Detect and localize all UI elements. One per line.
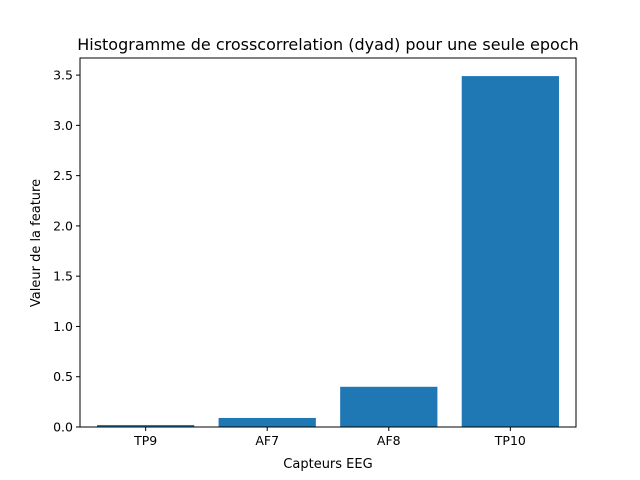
bars-group <box>97 76 559 428</box>
bar-tp10 <box>461 76 559 428</box>
y-tick-label: 0.0 <box>53 420 73 435</box>
y-tick-label: 2.0 <box>53 218 73 233</box>
x-tick-label: AF7 <box>255 433 279 448</box>
y-axis: 0.0 0.5 1.0 1.5 2.0 2.5 3.0 3.5 <box>53 68 80 435</box>
y-tick-label: 1.5 <box>53 269 73 284</box>
y-tick-label: 1.0 <box>53 319 73 334</box>
y-tick-label: 0.5 <box>53 369 73 384</box>
y-tick-label: 2.5 <box>53 168 73 183</box>
x-tick-label: TP9 <box>133 433 157 448</box>
axes-frame <box>79 57 577 428</box>
x-axis-label: Capteurs EEG <box>283 457 372 472</box>
y-tick-label: 3.0 <box>53 118 73 133</box>
x-tick-label: TP10 <box>494 433 526 448</box>
x-axis: TP9 AF7 AF8 TP10 <box>133 427 526 448</box>
bar-tp9 <box>97 424 195 427</box>
bar-af8 <box>340 386 438 427</box>
y-tick-label: 3.5 <box>53 68 73 83</box>
chart-title: Histogramme de crosscorrelation (dyad) p… <box>77 35 579 54</box>
x-tick-label: AF8 <box>377 433 401 448</box>
bar-af7 <box>218 417 316 427</box>
y-axis-label: Valeur de la feature <box>29 179 44 307</box>
plot-area: 0.0 0.5 1.0 1.5 2.0 2.5 3.0 3.5 TP9 AF7 AF8 TP10 <box>53 57 577 448</box>
